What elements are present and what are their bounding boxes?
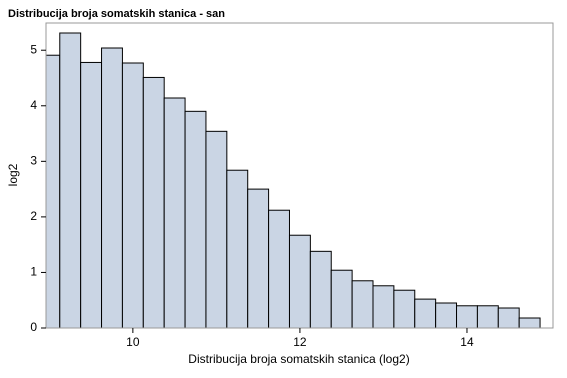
bar <box>288 234 311 328</box>
bar <box>330 269 353 328</box>
bar <box>142 76 165 328</box>
bar <box>476 305 499 328</box>
y-tick-label: 3 <box>30 154 37 168</box>
bar <box>80 61 103 328</box>
y-tick-label: 0 <box>30 320 37 334</box>
x-tick-label: 12 <box>293 335 307 349</box>
y-tick-label: 4 <box>30 98 37 112</box>
bar <box>414 298 437 328</box>
y-tick-label: 2 <box>30 209 37 223</box>
bars <box>46 32 541 328</box>
x-axis-label: Distribucija broja somatskih stanica (lo… <box>188 352 409 366</box>
chart-title: Distribucija broja somatskih stanica - s… <box>8 8 225 20</box>
x-tick-label: 14 <box>460 335 474 349</box>
bar <box>226 169 249 328</box>
x-tick-label: 10 <box>126 335 140 349</box>
bar <box>393 289 416 328</box>
bar <box>456 305 478 328</box>
bar <box>59 32 82 328</box>
bar <box>435 302 458 328</box>
bar <box>163 97 186 328</box>
bar <box>46 54 61 328</box>
y-tick-label: 5 <box>30 42 37 56</box>
bar <box>518 317 541 328</box>
bar <box>497 307 520 328</box>
bar <box>205 130 228 328</box>
bar <box>372 285 395 328</box>
y-axis-label: log2 <box>6 163 20 186</box>
bar <box>351 280 374 328</box>
bar <box>101 47 123 328</box>
y-tick-label: 1 <box>30 265 37 279</box>
bar <box>121 62 144 328</box>
bar <box>268 209 290 328</box>
bar <box>184 110 207 328</box>
bar <box>309 250 332 328</box>
bar <box>247 188 270 328</box>
